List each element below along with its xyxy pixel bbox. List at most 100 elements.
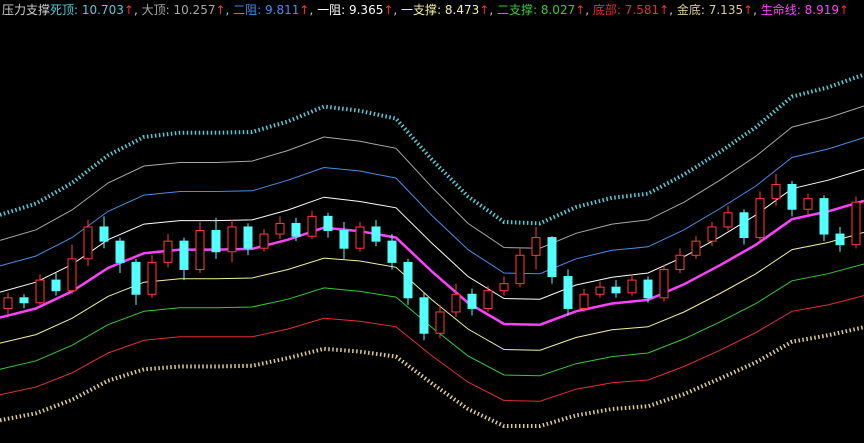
candle-body <box>35 279 45 304</box>
candle-body <box>707 226 717 242</box>
candle-body <box>387 240 397 263</box>
legend-delimiter: , <box>309 3 317 17</box>
candle-body <box>371 226 381 242</box>
candle-body <box>307 215 317 237</box>
legend-name: 大顶 <box>142 3 166 17</box>
legend-arrow: ↑ <box>124 3 134 17</box>
band-line <box>0 325 864 428</box>
band-line <box>0 105 864 249</box>
candle-body <box>67 258 77 292</box>
band-line <box>0 263 864 377</box>
candle-body <box>227 226 237 253</box>
legend-name: 二阻 <box>233 3 257 17</box>
legend-separator: : <box>701 3 709 17</box>
legend-name: 二支撑 <box>497 2 533 17</box>
legend-separator: : <box>437 3 445 17</box>
legend-arrow: ↑ <box>383 3 393 17</box>
band-line <box>0 168 864 300</box>
candle-body <box>435 311 445 334</box>
candle-body <box>51 279 61 292</box>
candle-body <box>467 293 477 309</box>
candle-body <box>531 237 541 256</box>
legend-value: 8.473 <box>445 3 479 17</box>
candle-body <box>3 297 13 309</box>
indicator-header: 压力支撑死顶: 10.703↑, 大顶: 10.257↑, 二阻: 9.811↑… <box>2 2 849 17</box>
band-line <box>0 231 864 351</box>
candle-body <box>115 240 125 263</box>
legend-delimiter: , <box>134 3 142 17</box>
legend-delimiter: , <box>393 3 401 17</box>
legend-arrow: ↑ <box>743 3 753 17</box>
legend-delimiter: , <box>585 3 593 17</box>
candle-body <box>83 226 93 260</box>
legend-name: 一支撑 <box>401 2 437 17</box>
candle-body <box>851 201 861 246</box>
legend-arrow: ↑ <box>839 3 849 17</box>
candle-body <box>675 254 685 270</box>
legend-delimiter: , <box>753 3 761 17</box>
candle-body <box>595 286 605 295</box>
candle-body <box>131 261 141 295</box>
indicator-title: 压力支撑 <box>2 2 50 17</box>
legend-delimiter: , <box>489 3 497 17</box>
legend-separator: : <box>797 3 805 17</box>
legend-separator: : <box>257 3 265 17</box>
band-line <box>0 137 864 275</box>
legend-delimiter: , <box>226 3 234 17</box>
candle-body <box>643 279 653 299</box>
candle-body <box>515 254 525 285</box>
candle-body <box>179 240 189 270</box>
legend-separator: : <box>74 3 82 17</box>
band-line <box>0 295 864 402</box>
legend-value: 9.811 <box>265 3 299 17</box>
legend-arrow: ↑ <box>215 3 225 17</box>
candle-body <box>787 183 797 210</box>
candle-body <box>835 233 845 246</box>
candle-body <box>563 276 573 309</box>
candle-body <box>323 215 333 231</box>
candle-body <box>19 297 29 304</box>
legend-value: 10.703 <box>82 3 124 17</box>
candle-body <box>451 293 461 313</box>
candle-body <box>419 297 429 334</box>
candle-body <box>403 261 413 299</box>
candle-body <box>499 283 509 292</box>
legend-arrow: ↑ <box>479 3 489 17</box>
candle-body <box>691 240 701 256</box>
legend-value: 8.919 <box>805 3 839 17</box>
candle-body <box>755 198 765 239</box>
legend-name: 底部 <box>593 2 617 17</box>
legend-delimiter: , <box>669 3 677 17</box>
legend-arrow: ↑ <box>299 3 309 17</box>
candle-body <box>259 233 269 249</box>
candle-body <box>163 240 173 263</box>
legend-value: 10.257 <box>173 3 215 17</box>
candle-body <box>339 230 349 249</box>
candle-body <box>195 230 205 270</box>
legend-arrow: ↑ <box>575 3 585 17</box>
band-line <box>0 72 864 226</box>
legend-name: 金底 <box>677 2 701 17</box>
candle-body <box>275 222 285 235</box>
candle-body <box>819 198 829 235</box>
legend-value: 9.365 <box>349 3 383 17</box>
candle-body <box>99 226 109 242</box>
candle-body <box>243 226 253 249</box>
band-lines <box>0 72 864 428</box>
legend-separator: : <box>166 3 174 17</box>
legend-separator: : <box>533 3 541 17</box>
legend-value: 7.135 <box>709 3 743 17</box>
band-line <box>0 199 864 326</box>
candle-body <box>547 237 557 278</box>
legend-separator: : <box>341 3 349 17</box>
candle-body <box>483 290 493 309</box>
candle-body <box>355 226 365 249</box>
candles <box>3 173 861 341</box>
candle-body <box>211 230 221 253</box>
legend-separator: : <box>617 3 625 17</box>
candle-body <box>659 268 669 299</box>
candle-body <box>739 212 749 239</box>
candle-body <box>579 293 589 309</box>
candle-body <box>147 261 157 295</box>
